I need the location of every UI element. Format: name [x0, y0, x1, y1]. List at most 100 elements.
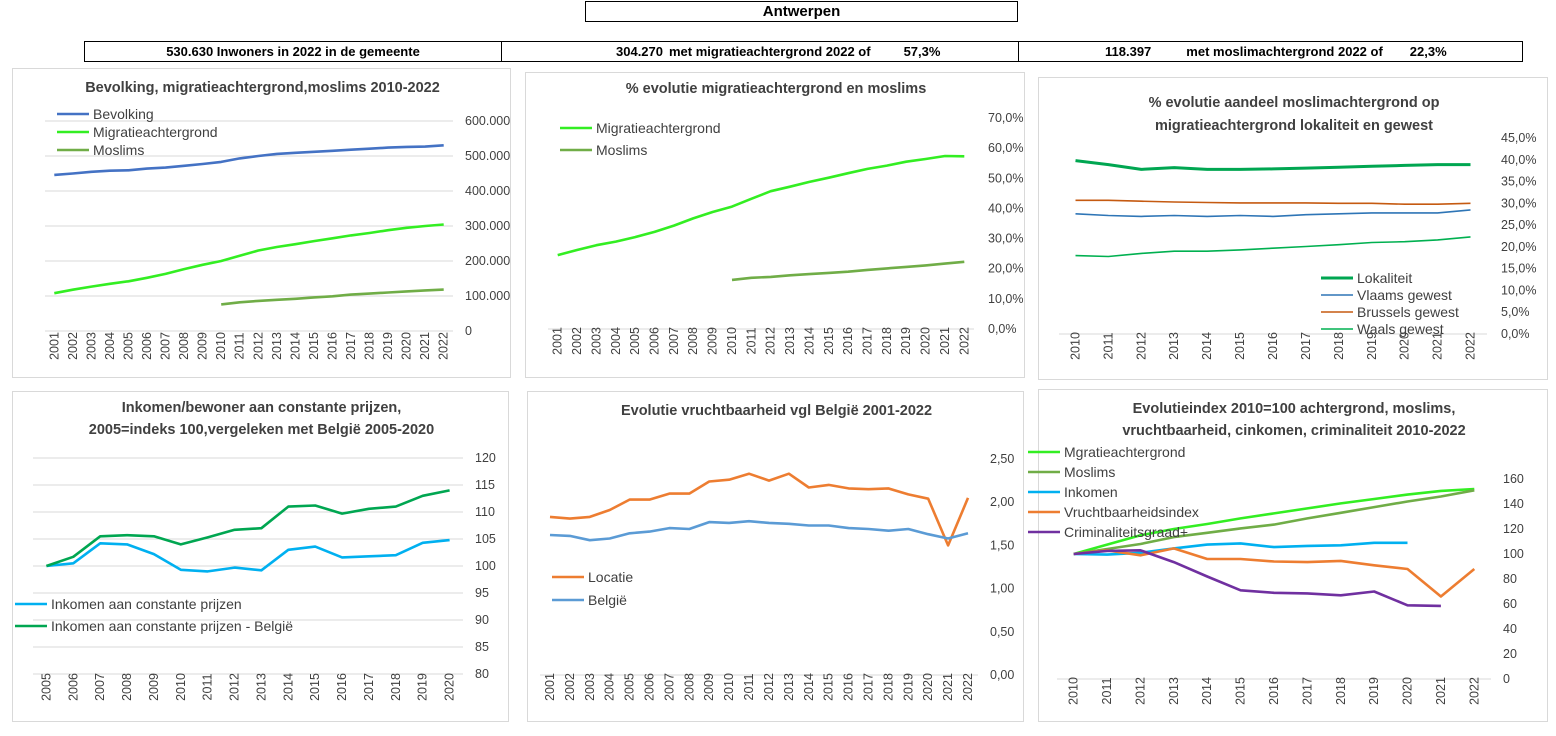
- x-tick-label: 2004: [609, 327, 623, 355]
- y-tick-label: 0,0%: [988, 322, 1017, 336]
- x-tick-label: 2017: [862, 673, 876, 701]
- chart-svg-migration-pct: % evolutie migratieachtergrond en moslim…: [548, 81, 1023, 355]
- x-tick-label: 2004: [603, 673, 617, 701]
- chart-title: migratieachtergrond lokaliteit en gewest: [1155, 118, 1433, 134]
- x-tick-label: 2011: [1101, 333, 1115, 360]
- series-line-bevolking: [54, 144, 444, 177]
- x-tick-label: 2021: [938, 327, 952, 355]
- legend-label: Bevolking: [93, 106, 154, 122]
- legend-label: Vlaams gewest: [1357, 287, 1452, 303]
- x-tick-label: 2012: [1133, 677, 1147, 705]
- y-tick-label: 20,0%: [1501, 240, 1536, 254]
- y-tick-label: 30,0%: [988, 232, 1023, 246]
- x-tick-label: 2006: [140, 332, 154, 360]
- legend-label: Migratieachtergrond: [93, 124, 218, 140]
- x-tick-label: 2007: [667, 327, 681, 355]
- x-tick-label: 2007: [93, 673, 107, 701]
- legend-label: Inkomen: [1064, 484, 1118, 500]
- series-line-migratieachtergrond: [557, 154, 965, 257]
- y-tick-label: 110: [475, 505, 495, 519]
- x-tick-label: 2017: [362, 673, 376, 701]
- series-line-vlaams-gewest: [1075, 209, 1471, 218]
- chart-evolution-index: Evolutieindex 2010=100 achtergrond, mosl…: [1028, 389, 1548, 722]
- x-tick-label: 2020: [919, 327, 933, 355]
- x-tick-label: 2016: [841, 327, 855, 355]
- y-tick-label: 160: [1503, 472, 1524, 486]
- x-tick-label: 2013: [270, 332, 284, 360]
- y-tick-label: 120: [1503, 522, 1524, 536]
- chart-svg-muslim-share: % evolutie aandeel moslimachtergrond op m…: [1059, 95, 1536, 360]
- y-tick-label: 10,0%: [988, 292, 1023, 306]
- legend-label: Lokaliteit: [1357, 270, 1412, 286]
- x-tick-label: 2014: [281, 673, 295, 701]
- legend-label: Criminaliteitsgraad+: [1064, 524, 1188, 540]
- y-tick-label: 25,0%: [1501, 218, 1536, 232]
- chart-title: Bevolking, migratieachtergrond,moslims 2…: [85, 80, 440, 96]
- series-line-inkomen-aan-constante-prijzen: [46, 538, 450, 573]
- x-tick-label: 2003: [583, 673, 597, 701]
- muslim-label: met moslimachtergrond 2022 of: [1186, 44, 1383, 59]
- y-tick-label: 100: [1503, 547, 1524, 561]
- x-tick-label: 2020: [400, 332, 414, 360]
- y-tick-label: 105: [475, 532, 496, 546]
- x-tick-label: 2014: [1200, 677, 1214, 705]
- legend-label: Brussels gewest: [1357, 304, 1459, 320]
- x-tick-label: 2013: [783, 327, 797, 355]
- x-tick-label: 2019: [899, 327, 913, 355]
- legend-label: België: [588, 592, 627, 608]
- x-tick-label: 2019: [1367, 677, 1381, 705]
- chart-migration-pct: % evolutie migratieachtergrond en moslim…: [525, 72, 1025, 378]
- series-line-lokaliteit: [1075, 159, 1471, 171]
- muslim-count: 118.397: [1105, 44, 1152, 59]
- x-tick-label: 2022: [1464, 332, 1478, 360]
- migration-label: met migratieachtergrond 2022 of: [669, 44, 871, 59]
- chart-title: 2005=indeks 100,vergeleken met België 20…: [89, 422, 434, 438]
- series-line-mgratieachtergrond: [1073, 487, 1475, 556]
- x-tick-label: 2015: [307, 332, 321, 360]
- series-line-criminaliteitsgraad-: [1073, 549, 1441, 608]
- x-tick-label: 2011: [201, 674, 215, 701]
- series-line-locatie: [549, 472, 970, 547]
- y-tick-label: 95: [475, 586, 489, 600]
- x-tick-label: 2011: [744, 328, 758, 355]
- x-tick-label: 2005: [628, 327, 642, 355]
- x-tick-label: 2012: [1134, 332, 1148, 360]
- x-tick-label: 2013: [1167, 677, 1181, 705]
- x-tick-label: 2010: [722, 673, 736, 701]
- legend-label: Inkomen aan constante prijzen: [51, 596, 242, 612]
- x-tick-label: 2012: [251, 332, 265, 360]
- y-tick-label: 5,0%: [1501, 305, 1530, 319]
- x-tick-label: 2009: [147, 673, 161, 701]
- chart-title: Evolutie vruchtbaarheid vgl België 2001-…: [621, 403, 932, 419]
- x-tick-label: 2022: [1467, 677, 1481, 705]
- x-tick-label: 2003: [589, 327, 603, 355]
- x-tick-label: 2005: [39, 673, 53, 701]
- x-tick-label: 2014: [288, 332, 302, 360]
- x-tick-label: 2010: [1068, 332, 1082, 360]
- x-tick-label: 2013: [254, 673, 268, 701]
- x-tick-label: 2016: [1266, 332, 1280, 360]
- y-tick-label: 35,0%: [1501, 175, 1536, 189]
- chart-svg-population: Bevolking, migratieachtergrond,moslims 2…: [45, 80, 510, 360]
- legend-label: Moslims: [93, 142, 144, 158]
- x-tick-label: 2012: [762, 673, 776, 701]
- y-tick-label: 20,0%: [988, 262, 1023, 276]
- y-tick-label: 2,50: [990, 452, 1014, 466]
- y-tick-label: 70,0%: [988, 111, 1023, 125]
- x-tick-label: 2006: [66, 673, 80, 701]
- x-tick-label: 2022: [961, 673, 975, 701]
- x-tick-label: 2019: [381, 332, 395, 360]
- legend-label: Moslims: [1064, 464, 1115, 480]
- x-tick-label: 2009: [706, 327, 720, 355]
- x-tick-label: 2018: [363, 332, 377, 360]
- x-tick-label: 2014: [1200, 332, 1214, 360]
- chart-income: Inkomen/bewoner aan constante prijzen, 20…: [12, 391, 509, 722]
- x-tick-label: 2012: [764, 327, 778, 355]
- x-tick-label: 2011: [742, 674, 756, 701]
- legend-label: Moslims: [596, 142, 647, 158]
- x-tick-label: 2009: [196, 332, 210, 360]
- legend-label: Inkomen aan constante prijzen - België: [51, 618, 293, 634]
- x-tick-label: 2001: [551, 327, 565, 355]
- x-tick-label: 2019: [1365, 332, 1379, 360]
- muslim-stat: 118.397 met moslimachtergrond 2022 of 22…: [1019, 42, 1522, 61]
